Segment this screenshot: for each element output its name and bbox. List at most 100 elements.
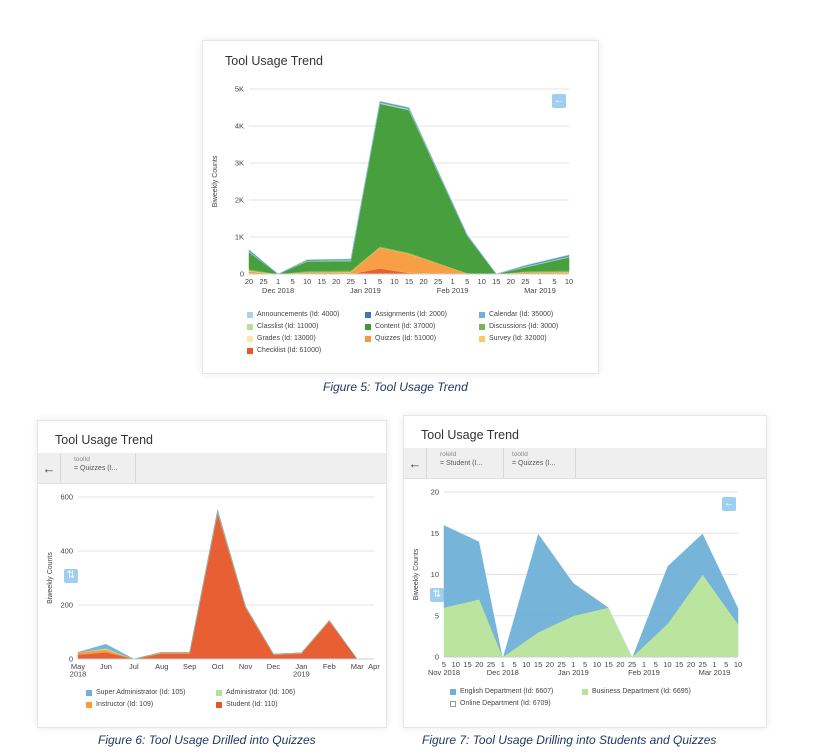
x-tick-label: 25 (487, 660, 495, 669)
legend-swatch (365, 323, 371, 330)
area-series[interactable] (77, 513, 374, 660)
legend-label: Classlist (Id: 11000) (257, 323, 319, 330)
x-tick-label: 15 (534, 660, 542, 669)
x-tick-label: 25 (259, 277, 267, 286)
y-tick-label: 0 (240, 270, 244, 279)
filter-chip-toolid[interactable]: toolId = Quizzes (I... (66, 453, 136, 483)
back-arrow-icon[interactable]: ← (404, 448, 427, 478)
x-month-label: Dec 2018 (262, 286, 294, 295)
x-tick-label: 15 (604, 660, 612, 669)
x-tick-label: 25 (628, 660, 636, 669)
x-month-label: Jan 2019 (350, 286, 381, 295)
legend-item[interactable]: Super Administrator (Id: 105) (86, 689, 186, 696)
legend-item[interactable]: Checklist (Id: 61000) (247, 347, 321, 354)
x-tick-label: 1 (571, 660, 575, 669)
filter-bar: ← toolId = Quizzes (I... (38, 453, 386, 484)
legend-item[interactable]: Discussions (Id: 3000) (479, 323, 558, 330)
legend-item[interactable]: Instructor (Id: 109) (86, 701, 153, 708)
x-tick-label: 5 (378, 277, 382, 286)
filter-key: toolId (74, 456, 90, 463)
legend-swatch (247, 335, 253, 342)
sort-icon[interactable]: ⇅ (430, 588, 444, 602)
chart-legend: Announcements (Id: 4000) Assignments (Id:… (247, 311, 587, 371)
x-tick-label: Jul (129, 662, 139, 671)
x-month-label: Mar 2019 (699, 668, 731, 677)
area-series[interactable] (248, 100, 570, 275)
legend-item[interactable]: Quizzes (Id: 51000) (365, 335, 436, 342)
chart-card-fig5: Tool Usage Trend ← 0 1K 2K 3K 4K 5K Biweekly C… (202, 40, 599, 374)
chart-legend: Super Administrator (Id: 105) Administrat… (86, 689, 376, 719)
legend-item[interactable]: Online Department (Id: 6709) (450, 700, 551, 707)
legend-label: Assignments (Id: 2000) (375, 311, 447, 318)
y-tick-label: 5 (435, 611, 439, 620)
legend-item[interactable]: Classlist (Id: 11000) (247, 323, 318, 330)
legend-label: Checklist (Id: 61000) (257, 347, 322, 354)
legend-item[interactable]: Content (Id: 37000) (365, 323, 435, 330)
x-tick-label: Sep (183, 662, 196, 671)
x-tick-label: 25 (521, 277, 529, 286)
legend-label: Content (Id: 37000) (375, 323, 436, 330)
x-tick-label: 1 (451, 277, 455, 286)
legend-swatch (479, 323, 485, 330)
chart-title: Tool Usage Trend (225, 54, 323, 68)
legend-swatch (365, 335, 371, 342)
legend-item[interactable]: Survey (Id: 32000) (479, 335, 547, 342)
x-tick-label: Oct (212, 662, 225, 671)
x-tick-label: 2019 (293, 670, 310, 679)
x-tick-label: 5 (654, 660, 658, 669)
sort-icon[interactable]: ⇅ (64, 569, 78, 583)
x-month-label: Dec 2018 (487, 668, 519, 677)
legend-label: Survey (Id: 32000) (489, 335, 547, 342)
legend-item[interactable]: Assignments (Id: 2000) (365, 311, 447, 318)
filter-chip-roleid[interactable]: roleId = Student (I... (432, 448, 504, 478)
filter-value: = Quizzes (I... (512, 460, 556, 467)
chart-card-fig6: Tool Usage Trend ← toolId = Quizzes (I..… (37, 420, 387, 728)
legend-item[interactable]: Business Department (Id: 6695) (582, 688, 691, 695)
back-arrow-icon[interactable]: ← (552, 94, 566, 108)
legend-item[interactable]: Administrator (Id: 106) (216, 689, 295, 696)
legend-label: Discussions (Id: 3000) (489, 323, 559, 330)
area-series[interactable] (248, 103, 570, 275)
y-axis-label: Biweekly Counts (212, 155, 219, 207)
x-tick-label: 10 (390, 277, 398, 286)
legend-swatch (86, 689, 92, 696)
filter-chip-toolid[interactable]: toolId = Quizzes (I... (504, 448, 576, 478)
legend-label: Business Department (Id: 6695) (592, 688, 691, 695)
x-tick-label: 1 (501, 660, 505, 669)
x-month-label: Feb 2019 (628, 668, 660, 677)
legend-swatch (216, 689, 222, 696)
y-axis-label: Biweekly Counts (413, 548, 420, 600)
back-arrow-icon[interactable]: ← (38, 453, 61, 483)
x-tick-label: 5 (583, 660, 587, 669)
y-tick-label: 600 (60, 493, 73, 502)
x-tick-label: 25 (699, 660, 707, 669)
x-tick-label: Feb (323, 662, 336, 671)
legend-label: Administrator (Id: 106) (226, 689, 296, 696)
x-tick-label: Mar (351, 662, 364, 671)
x-tick-label: 15 (675, 660, 683, 669)
legend-swatch (247, 323, 253, 330)
area-series[interactable] (443, 524, 739, 658)
legend-label: Calendar (Id: 35000) (489, 311, 554, 318)
x-tick-label: 20 (687, 660, 695, 669)
x-tick-label: May (71, 662, 85, 671)
legend-swatch (450, 688, 456, 695)
legend-item[interactable]: Calendar (Id: 35000) (479, 311, 553, 318)
area-series[interactable] (77, 509, 374, 660)
legend-item[interactable]: English Department (Id: 6607) (450, 688, 553, 695)
filter-value: = Quizzes (I... (74, 465, 118, 472)
legend-item[interactable]: Student (Id: 110) (216, 701, 278, 708)
legend-label: Grades (Id: 13000) (257, 335, 316, 342)
x-tick-label: 1 (642, 660, 646, 669)
legend-item[interactable]: Grades (Id: 13000) (247, 335, 316, 342)
collapse-arrow-icon[interactable]: ← (722, 497, 736, 511)
x-tick-label: 1 (363, 277, 367, 286)
legend-label: Super Administrator (Id: 105) (96, 689, 186, 696)
x-tick-label: 25 (347, 277, 355, 286)
legend-item[interactable]: Announcements (Id: 4000) (247, 311, 340, 318)
x-tick-label: 5 (465, 277, 469, 286)
x-tick-label: 15 (463, 660, 471, 669)
legend-label: Instructor (Id: 109) (96, 701, 154, 708)
x-tick-label: 5 (442, 660, 446, 669)
